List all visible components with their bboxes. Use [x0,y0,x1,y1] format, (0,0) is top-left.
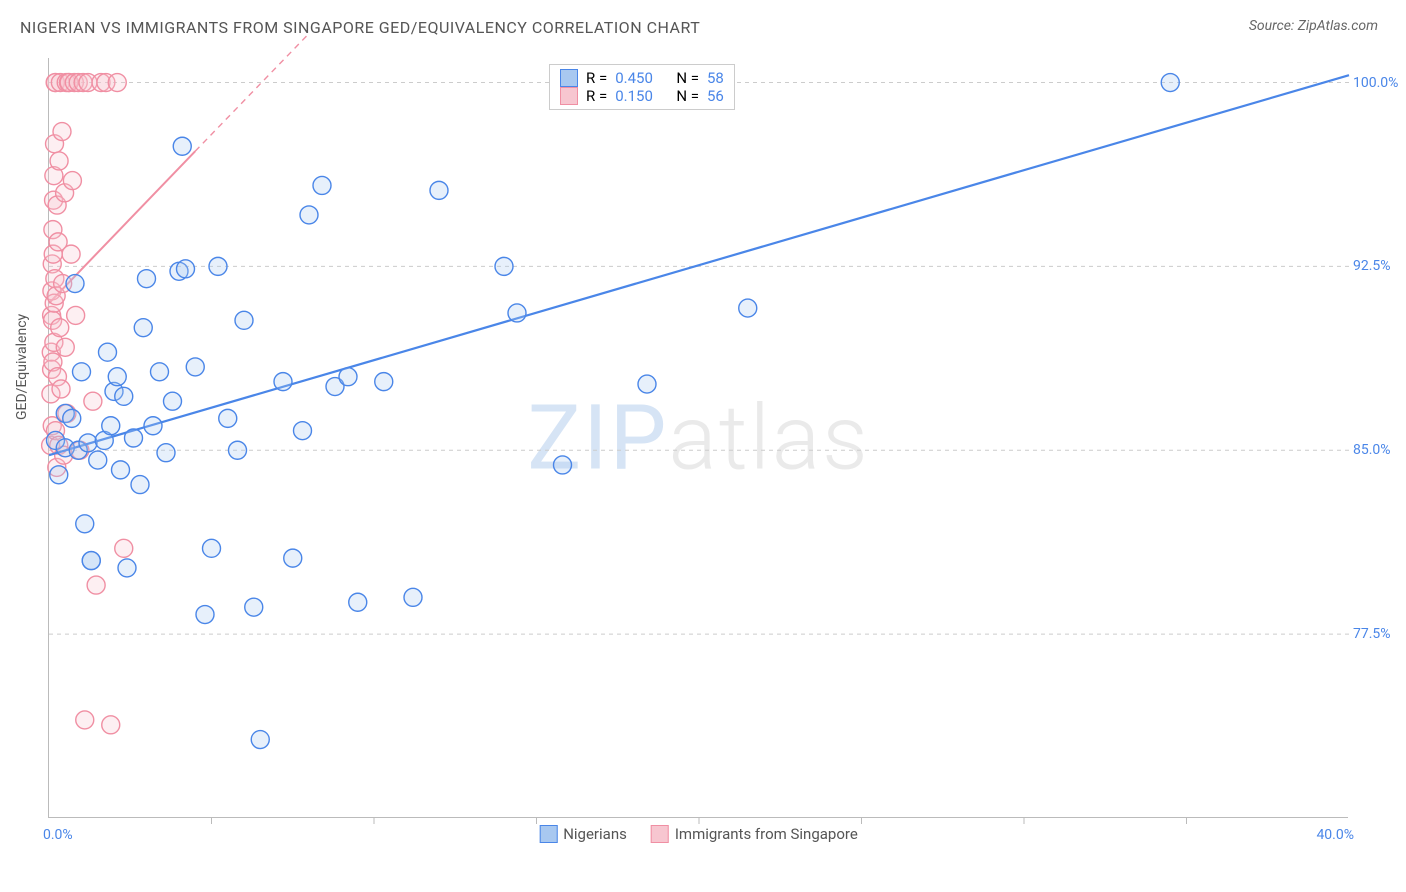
r-value-nigerians: 0.450 [615,69,653,87]
legend-item-singapore: Immigrants from Singapore [651,825,858,843]
swatch-nigerians-bottom [539,825,557,843]
y-axis-label: GED/Equivalency [14,314,30,420]
plot-area: ZIPatlas R = 0.450 N = 58 R = 0.150 N = … [48,58,1348,818]
legend-row-nigerians: R = 0.450 N = 58 [560,69,724,87]
legend-label-nigerians: Nigerians [563,825,627,843]
source-label: Source: ZipAtlas.com [1249,18,1378,34]
n-label: N = [676,69,699,87]
swatch-singapore-bottom [651,825,669,843]
r-value-singapore: 0.150 [615,87,653,105]
legend-series: Nigerians Immigrants from Singapore [539,825,858,843]
legend-item-nigerians: Nigerians [539,825,627,843]
swatch-nigerians [560,69,578,87]
swatch-singapore [560,87,578,105]
r-label: R = [586,87,607,105]
legend-correlation: R = 0.450 N = 58 R = 0.150 N = 56 [549,64,735,110]
y-tick-label: 77.5% [1353,626,1406,642]
r-label: R = [586,69,607,87]
n-value-nigerians: 58 [707,69,724,87]
chart-title: NIGERIAN VS IMMIGRANTS FROM SINGAPORE GE… [20,18,700,37]
chart-svg [49,58,1348,817]
n-value-singapore: 56 [707,87,724,105]
legend-row-singapore: R = 0.150 N = 56 [560,87,724,105]
x-min-label: 0.0% [43,827,73,843]
y-tick-label: 92.5% [1353,258,1406,274]
n-label: N = [676,87,699,105]
legend-label-singapore: Immigrants from Singapore [675,825,858,843]
y-tick-label: 85.0% [1353,442,1406,458]
x-max-label: 40.0% [1316,827,1354,843]
y-tick-label: 100.0% [1353,75,1406,91]
